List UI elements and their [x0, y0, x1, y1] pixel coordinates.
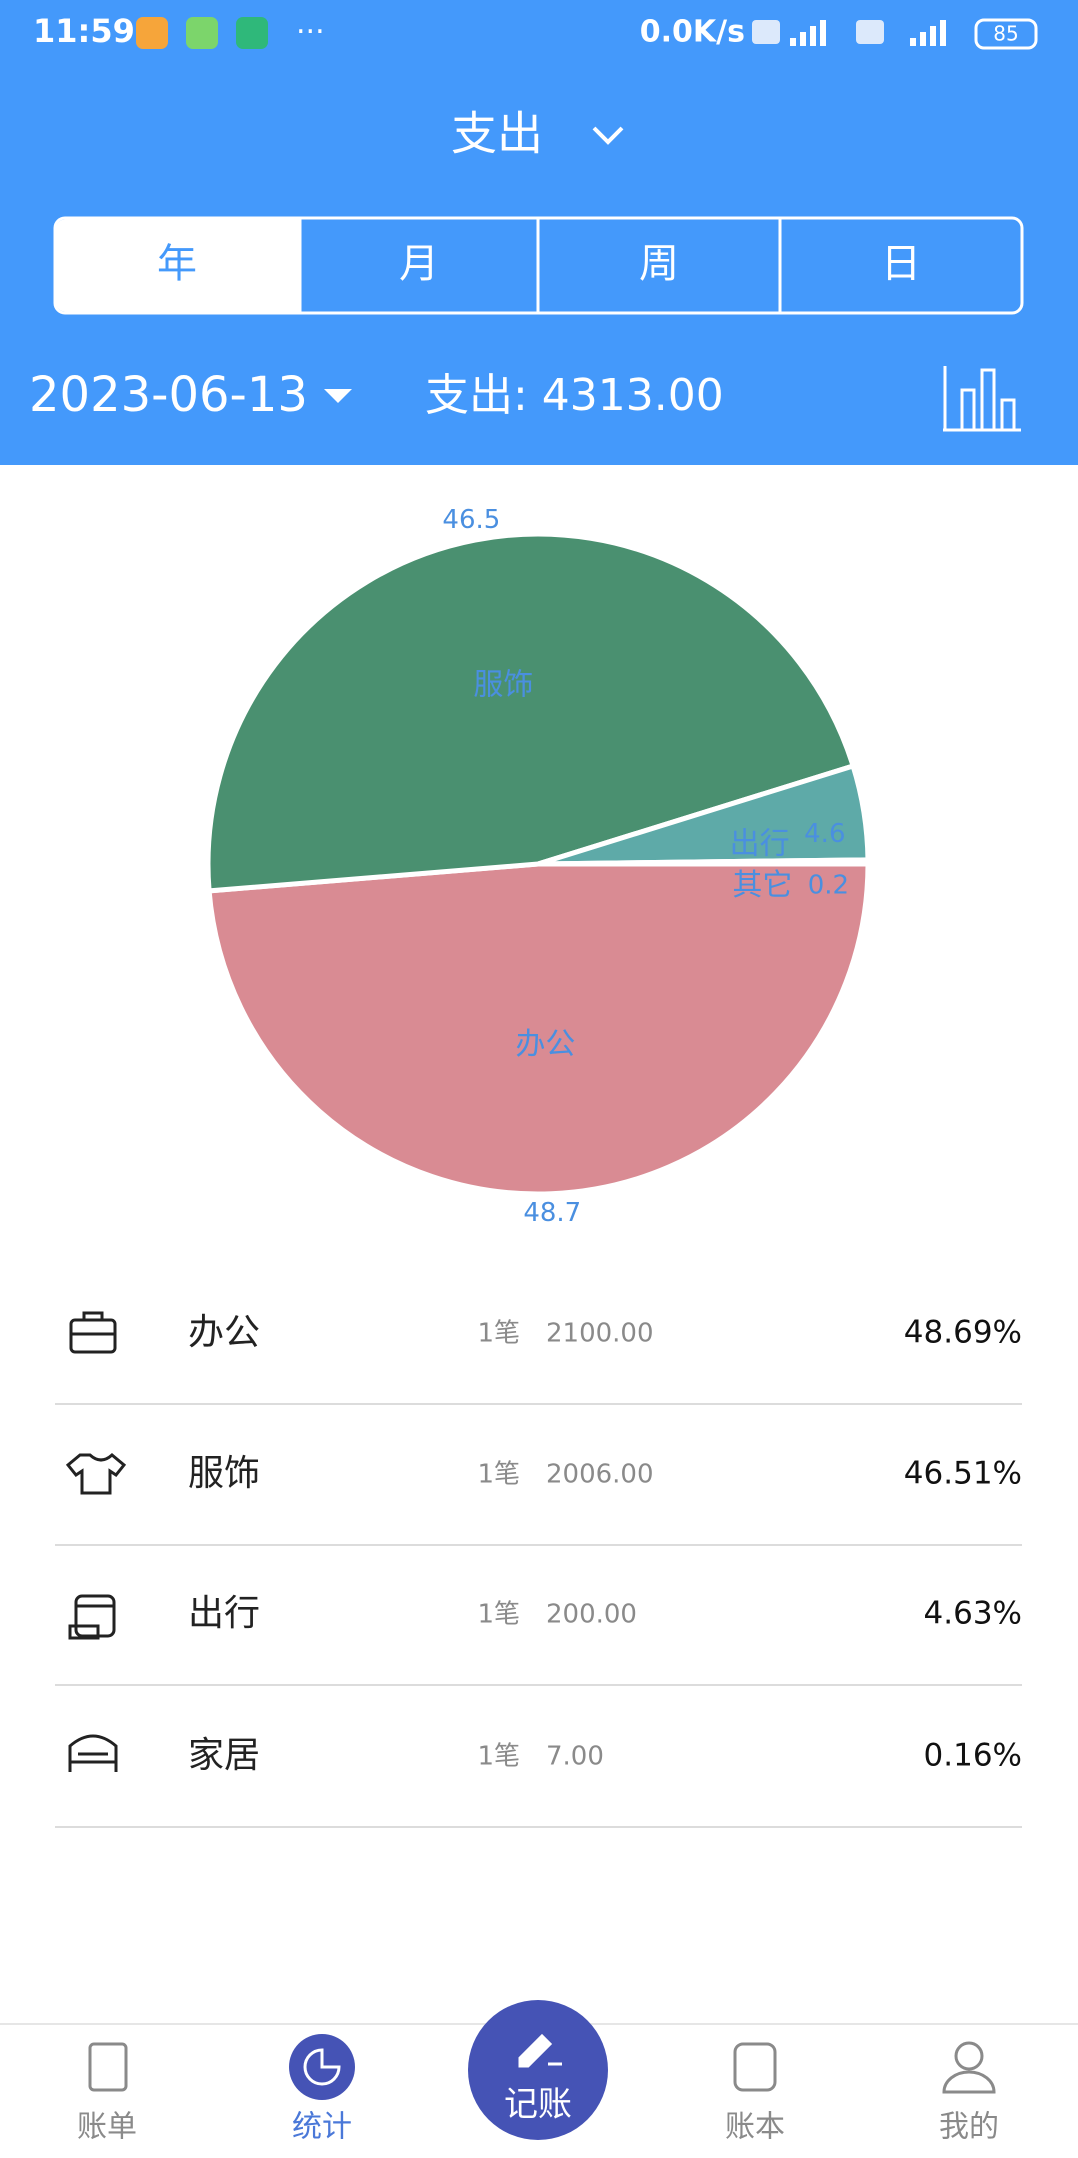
slice-value: 0.2 — [808, 871, 849, 901]
pie-slice — [205, 531, 857, 894]
amount: 2006.00 — [546, 1460, 654, 1490]
nav-item[interactable]: 我的 — [939, 2110, 999, 2145]
pie-slice — [206, 861, 871, 1197]
icon-travel — [68, 1604, 114, 1640]
category-name: 服饰 — [188, 1453, 260, 1494]
record-count: 1笔 — [477, 1460, 520, 1490]
percent: 46.51% — [904, 1456, 1022, 1492]
percent: 0.16% — [924, 1738, 1022, 1774]
battery-level: 85 — [993, 22, 1018, 46]
tab[interactable]: 年 — [157, 241, 197, 287]
category-name: 出行 — [188, 1593, 260, 1634]
nav-item[interactable]: 统计 — [292, 2110, 352, 2145]
date-picker[interactable]: 2023-06-13 — [29, 367, 308, 423]
nav-icon — [518, 2033, 562, 2068]
slice-label: 服饰 — [473, 667, 533, 702]
status-speed: 0.0K/s — [640, 15, 745, 50]
nav-icon — [733, 2042, 777, 2092]
slice-value: 48.7 — [523, 1198, 581, 1228]
status-signal — [910, 20, 946, 46]
record-count: 1笔 — [477, 1600, 520, 1630]
nav-icon — [942, 2070, 996, 2094]
status-hd — [856, 20, 884, 44]
slice-label: 出行 — [730, 826, 790, 861]
category-list: 办公 1笔 2100.00 48.69% 服饰 1笔 2006.00 46.51% 出行 1笔 20… — [55, 1312, 1022, 1828]
status-icon — [186, 17, 218, 49]
slice-value: 46.5 — [442, 505, 500, 535]
status-more: ··· — [296, 15, 325, 50]
nav-icon — [88, 2042, 128, 2092]
date-dropdown[interactable] — [324, 389, 352, 403]
status-time: 11:59 — [33, 12, 135, 50]
nav-item[interactable]: 账单 — [77, 2110, 137, 2145]
icon-office — [71, 1311, 115, 1336]
category-name: 办公 — [188, 1312, 260, 1353]
nav-item[interactable]: 记账 — [504, 2085, 572, 2125]
tab[interactable]: 日 — [881, 241, 921, 287]
record-button[interactable] — [468, 2000, 608, 2140]
page-title[interactable]: 支出 — [451, 107, 543, 161]
amount: 2100.00 — [546, 1319, 654, 1349]
row-icons — [65, 1311, 127, 1772]
tab-active-bg — [56, 219, 299, 312]
status-icon — [136, 17, 168, 49]
status-signal — [790, 20, 826, 46]
icon-travel — [74, 1594, 116, 1638]
slice-value: 4.6 — [804, 819, 845, 849]
tab[interactable]: 月 — [399, 241, 439, 287]
status-icon — [236, 17, 268, 49]
pie-slice — [537, 857, 871, 867]
slice-label: 办公 — [515, 1027, 575, 1062]
tab[interactable]: 周 — [639, 241, 679, 287]
slice-label: 其它 — [732, 868, 792, 903]
category-name: 家居 — [188, 1735, 260, 1776]
amount: 200.00 — [546, 1600, 637, 1630]
record-count: 1笔 — [477, 1742, 520, 1772]
title-dropdown[interactable] — [592, 126, 624, 145]
icon-home — [68, 1734, 118, 1772]
pie-chart: 办公 48.7 服饰 46.5 出行 4.6 其它 0.2 — [205, 505, 871, 1228]
record-count: 1笔 — [477, 1319, 520, 1349]
percent: 4.63% — [924, 1596, 1022, 1632]
nav-icon — [954, 2041, 984, 2071]
total-expense: 支出: 4313.00 — [425, 370, 724, 421]
amount: 7.00 — [546, 1742, 604, 1772]
chart-toggle[interactable] — [943, 366, 1021, 432]
battery — [974, 18, 1038, 50]
nav-icon — [303, 2048, 341, 2086]
nav-item[interactable]: 账本 — [725, 2110, 785, 2145]
icon-office — [69, 1318, 117, 1354]
status-hd — [752, 20, 780, 44]
percent: 48.69% — [904, 1315, 1022, 1351]
icon-clothes — [65, 1453, 127, 1495]
